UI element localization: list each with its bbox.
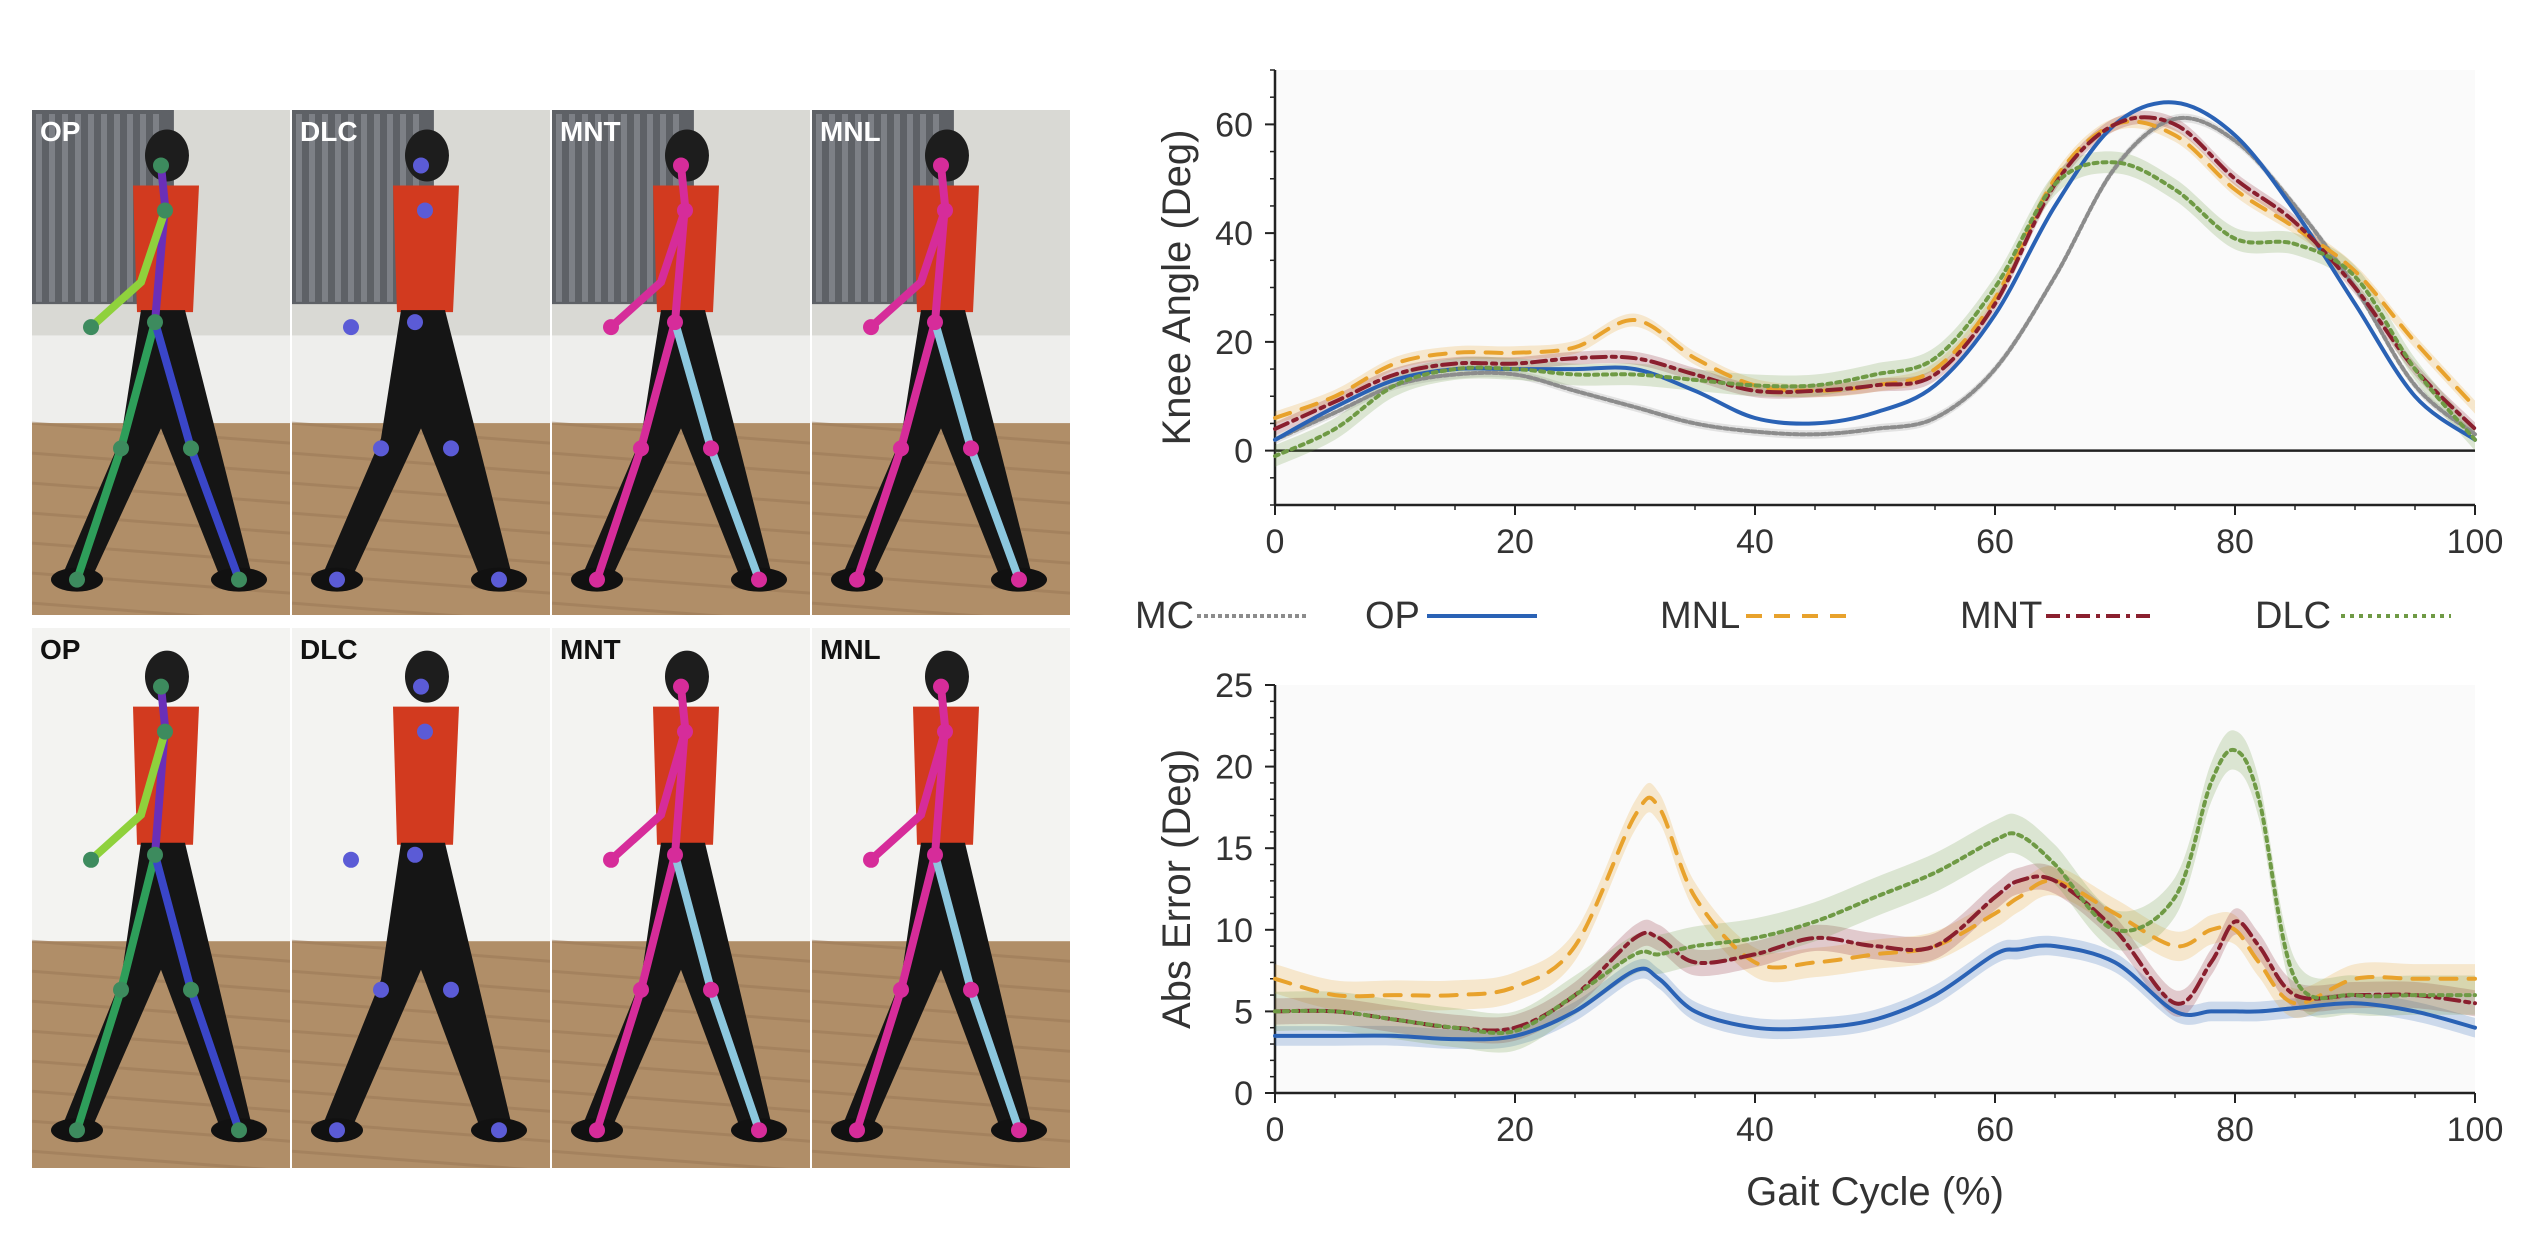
photo-panel-top-mnt: MNT [552, 110, 810, 615]
y-tick-label: 25 [1215, 667, 1253, 705]
photo-panel-label: MNT [560, 116, 621, 147]
legend: MC OP MNL MNT DLC [1135, 595, 2451, 637]
x-tick-label: 60 [1976, 1111, 2014, 1149]
legend-label: DLC [2255, 595, 2331, 637]
photo-panel-label: MNL [820, 116, 881, 147]
walking-person-image [32, 110, 290, 615]
x-tick-label: 100 [2447, 523, 2504, 561]
x-tick-label: 20 [1496, 523, 1534, 561]
photo-panel-label: MNT [560, 634, 621, 665]
y-tick-label: 40 [1215, 215, 1253, 253]
photo-panel-label: MNL [820, 634, 881, 665]
abs-error-chart: 0 20 40 60 80 100 0 5 10 15 20 25 Abs Error (Deg) Gai… [1155, 667, 2503, 1214]
x-tick-label: 0 [1266, 1111, 1285, 1149]
series-line-dlc [1273, 747, 2477, 1036]
x-tick-label: 80 [2216, 523, 2254, 561]
legend-label: OP [1365, 595, 1420, 637]
y-tick-label: 20 [1215, 749, 1253, 787]
y-tick-label: 0 [1234, 433, 1253, 471]
walking-person-image [32, 628, 290, 1168]
walking-person-image [812, 628, 1070, 1168]
walking-person-image [292, 110, 550, 615]
walking-person-image [292, 628, 550, 1168]
legend-label: MNL [1660, 595, 1740, 637]
walking-person-image [552, 628, 810, 1168]
series-band-mnl [1275, 782, 2475, 1019]
photo-panel-bottom-mnl: MNL [812, 628, 1070, 1168]
knee-angle-chart: 0 20 40 60 80 100 0 20 40 60 Knee Angle (Deg) [1155, 69, 2504, 561]
x-tick-label: 40 [1736, 1111, 1774, 1149]
x-tick-label: 0 [1266, 523, 1285, 561]
legend-label: MNT [1960, 595, 2042, 637]
series-band-dlc [1275, 730, 2475, 1053]
walking-person-image [552, 110, 810, 615]
y-tick-label: 15 [1215, 830, 1253, 868]
photo-panel-bottom-op: OP [32, 628, 290, 1168]
y-tick-label: 10 [1215, 912, 1253, 950]
x-tick-label: 60 [1976, 523, 2014, 561]
y-tick-label: 60 [1215, 106, 1253, 144]
walking-person-image [812, 110, 1070, 615]
plot-area [1275, 70, 2475, 505]
series-band-mnt [1275, 110, 2475, 436]
legend-item-op: OP [1365, 595, 1537, 637]
y-tick-label: 0 [1234, 1075, 1253, 1113]
legend-item-dlc: DLC [2255, 595, 2451, 637]
series-line-mnl [1273, 119, 2477, 420]
series-band-op [1275, 935, 2475, 1050]
y-tick-label: 5 [1234, 993, 1253, 1031]
photo-panel-label: DLC [300, 116, 358, 147]
photo-panel-label: OP [40, 634, 81, 665]
y-axis-label: Abs Error (Deg) [1155, 749, 1199, 1029]
legend-label: MC [1135, 595, 1194, 637]
photo-grid: OP DLC MNT MNL OP DLC MNT MNL [0, 0, 1120, 1259]
photo-panel-label: DLC [300, 634, 358, 665]
x-tick-label: 40 [1736, 523, 1774, 561]
y-tick-label: 20 [1215, 324, 1253, 362]
photo-panel-top-dlc: DLC [292, 110, 550, 615]
x-tick-label: 100 [2447, 1111, 2504, 1149]
legend-item-mnt: MNT [1960, 595, 2156, 637]
series-band-mnt [1275, 863, 2475, 1044]
photo-panel-bottom-dlc: DLC [292, 628, 550, 1168]
photo-panel-top-op: OP [32, 110, 290, 615]
y-axis-label: Knee Angle (Deg) [1155, 130, 1199, 446]
x-tick-label: 20 [1496, 1111, 1534, 1149]
legend-item-mc: MC [1135, 595, 1307, 637]
x-axis-label: Gait Cycle (%) [1746, 1170, 2004, 1214]
photo-panel-label: OP [40, 116, 81, 147]
photo-panel-bottom-mnt: MNT [552, 628, 810, 1168]
legend-item-mnl: MNL [1660, 595, 1856, 637]
photo-panel-top-mnl: MNL [812, 110, 1070, 615]
x-tick-label: 80 [2216, 1111, 2254, 1149]
series-line-mnt [1273, 874, 2477, 1033]
